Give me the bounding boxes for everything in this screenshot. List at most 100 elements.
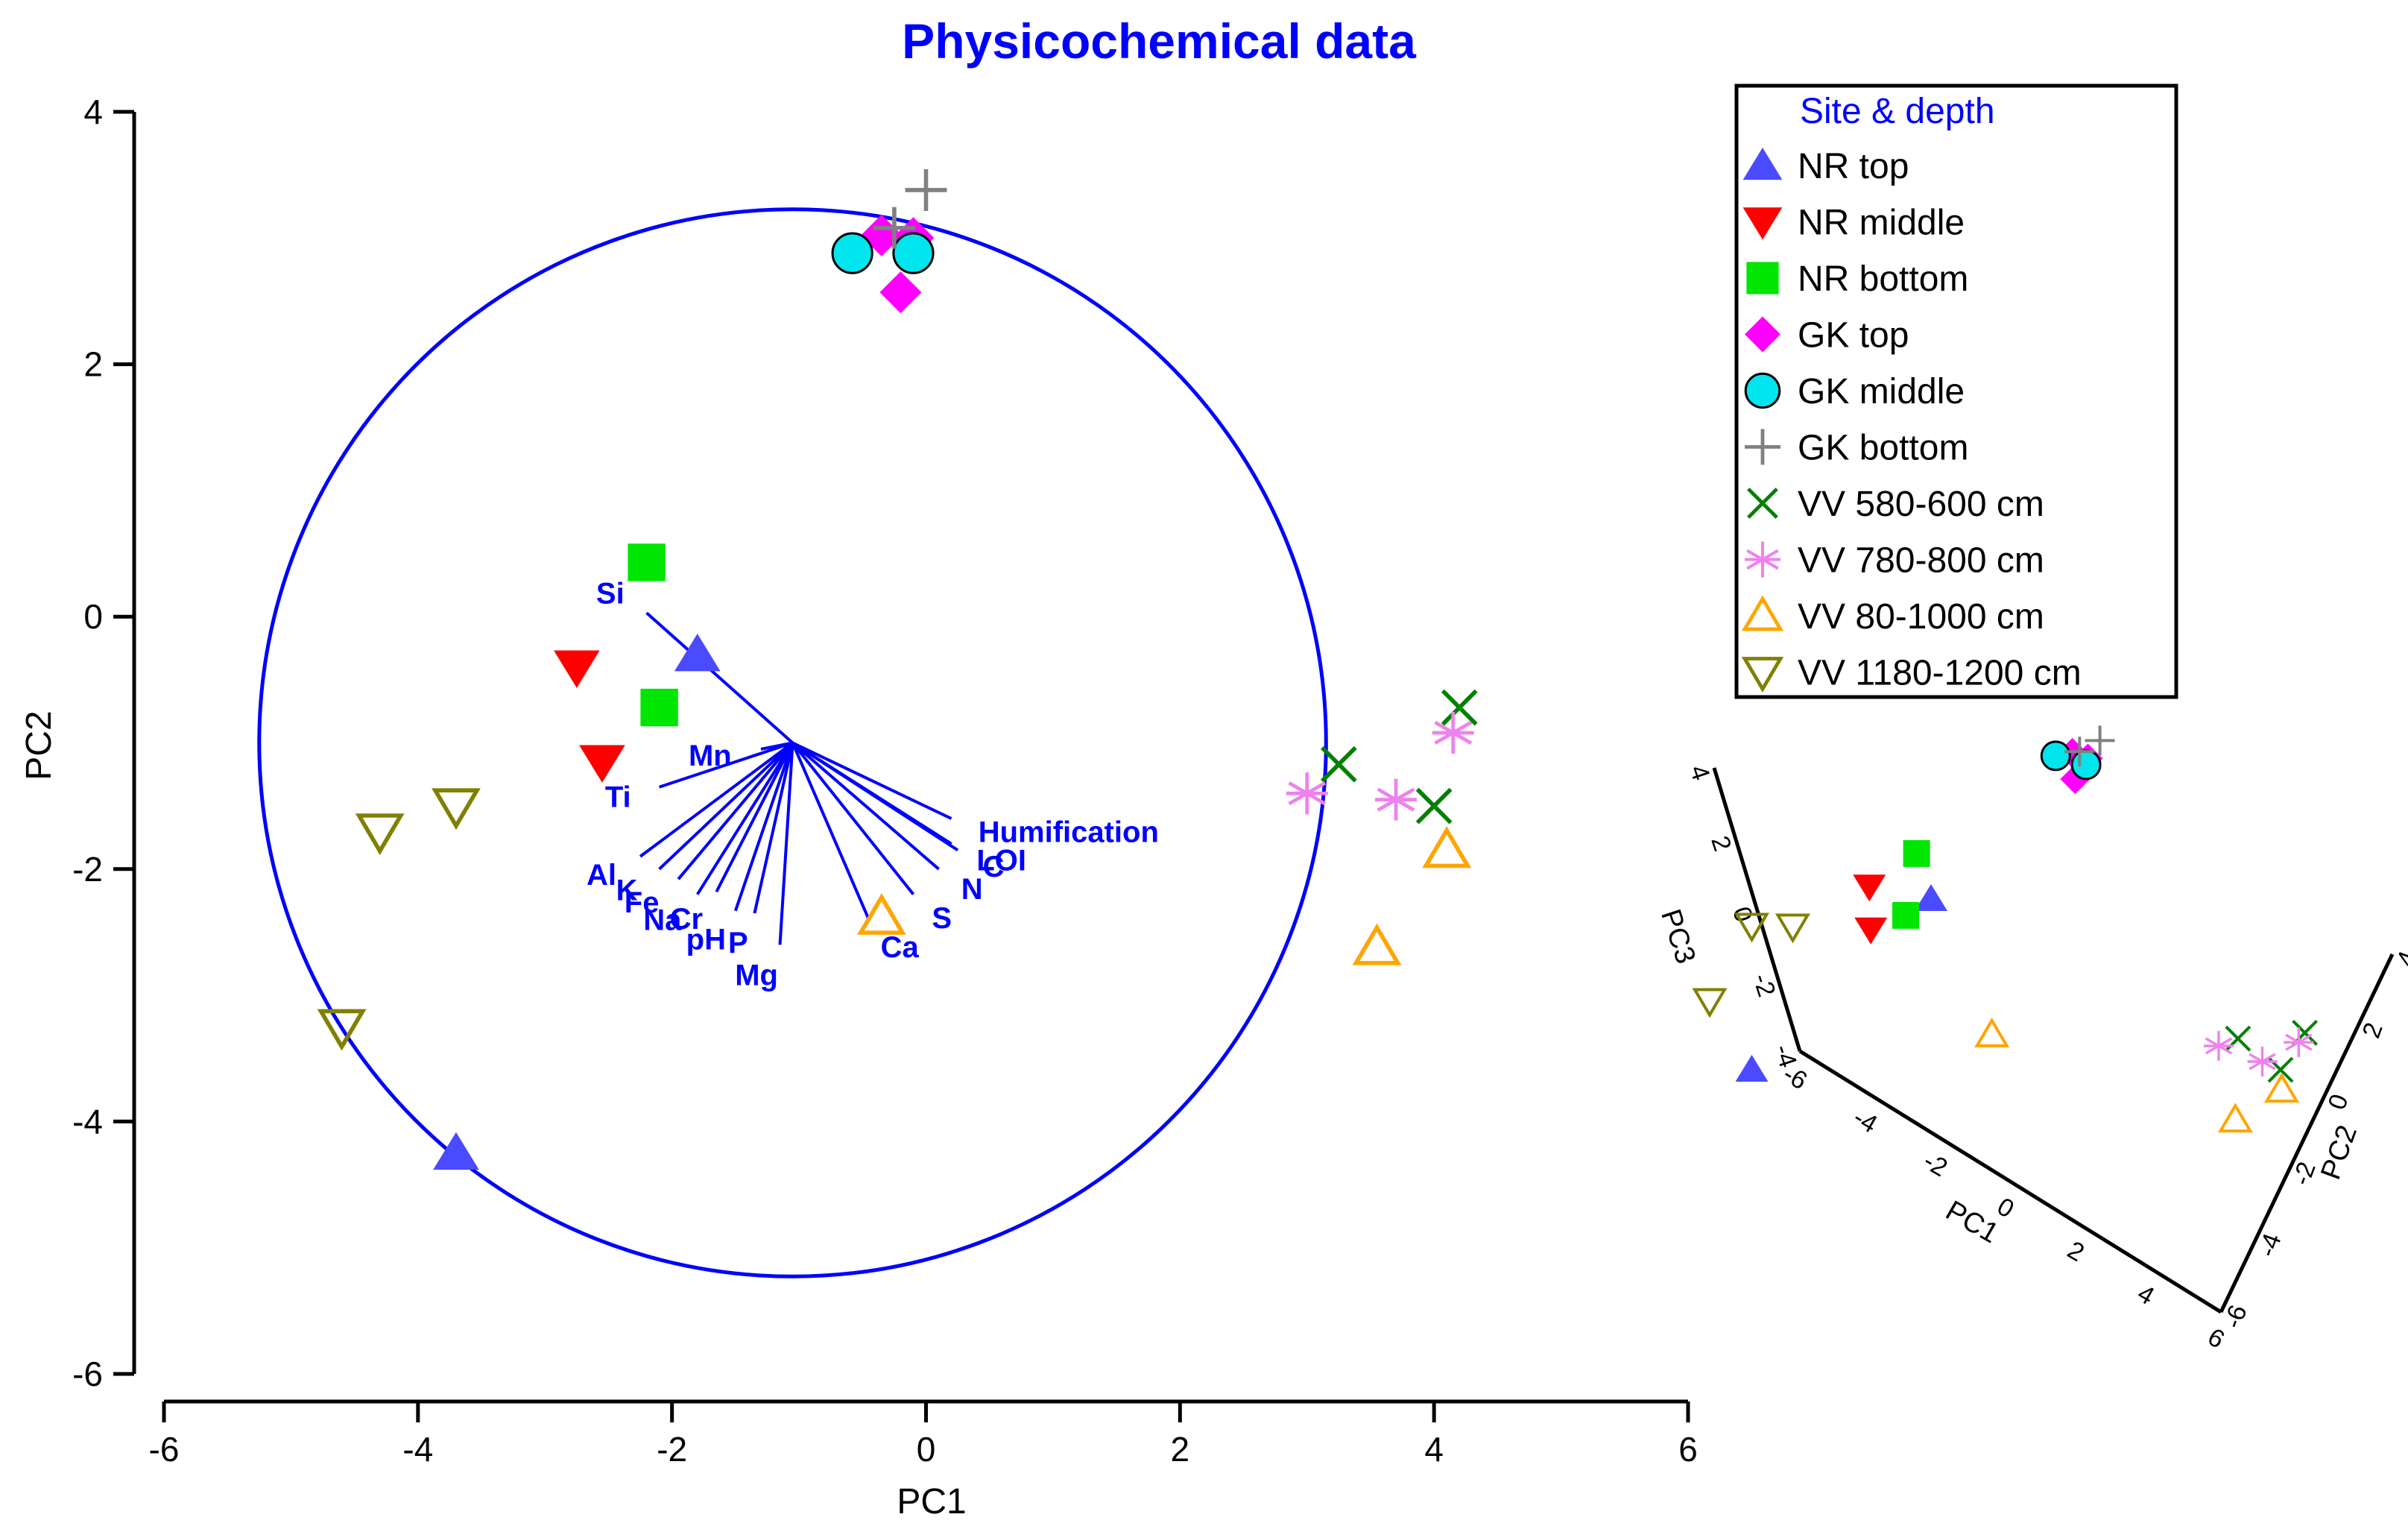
legend-label-vv-580-600-cm: VV 580-600 cm (1798, 485, 2044, 524)
chart-title: Physicochemical data (902, 13, 1417, 69)
inset-point-vv-780-800-cm (2204, 1031, 2234, 1061)
loading-label-mg: Mg (735, 959, 778, 991)
loading-label-ca: Ca (881, 931, 920, 964)
loading-vector-humification (791, 741, 952, 820)
inset-point-nr-bottom (1903, 839, 1930, 867)
loading-vector-na (696, 742, 794, 895)
legend-label-nr-top: NR top (1798, 147, 1909, 186)
inset-tick-label-pc2: 0 (2323, 1091, 2354, 1114)
inset-point-vv-1180-1200-cm (1775, 913, 1810, 944)
point-vv-80-1000-cm (1352, 923, 1402, 965)
loading-vector-p (753, 742, 794, 914)
legend-marker-vv-780-800-cm (1745, 541, 1780, 578)
legend-label-vv-780-800-cm: VV 780-800 cm (1798, 541, 2044, 581)
inset-tick-label-pc1: 6 (2203, 1322, 2229, 1354)
x-tick-label: 4 (1424, 1430, 1444, 1469)
y-axis-label: PC2 (19, 710, 59, 780)
point-vv-580-600-cm (1415, 787, 1453, 825)
inset-axis-pc1 (1798, 1049, 2222, 1314)
legend-label-gk-top: GK top (1798, 316, 1909, 356)
legend-box (1734, 83, 2178, 699)
inset-axis-label-pc2: PC2 (2315, 1121, 2363, 1184)
inset-point-gk-middle (2070, 749, 2102, 781)
loading-vector-mg (778, 742, 794, 945)
inset-tick-label-pc3: 2 (1705, 833, 1737, 855)
legend-marker-vv-1180-1200-cm (1741, 657, 1784, 693)
point-nr-middle (554, 650, 600, 688)
point-nr-bottom (640, 688, 678, 727)
inset-axis-pc3 (1712, 767, 1802, 1052)
points-layer (317, 168, 1478, 1170)
legend: Site & depth NR top NR middle NR bottom GK … (1734, 83, 2178, 699)
point-gk-top (879, 271, 922, 314)
inset-tick-label-pc1: -4 (1848, 1103, 1882, 1139)
legend-marker-nr-top (1742, 148, 1783, 180)
legend-marker-nr-bottom (1746, 262, 1779, 294)
inset-tick-label-pc2: 4 (2392, 948, 2408, 971)
legend-marker-vv-580-600-cm (1747, 488, 1778, 519)
y-tick-label: 4 (83, 92, 103, 131)
loading-label-si: Si (596, 578, 625, 611)
legend-title: Site & depth (1800, 92, 1995, 131)
loading-label-mn: Mn (689, 740, 732, 772)
legend-marker-nr-middle (1742, 207, 1783, 240)
loading-label-n: N (961, 873, 983, 906)
loading-label-loi: LOI (976, 844, 1026, 877)
point-vv-780-800-cm (1375, 778, 1418, 821)
legend-label-vv-80-1000-cm: VV 80-1000 cm (1798, 597, 2044, 637)
point-vv-780-800-cm (1432, 711, 1474, 754)
inset-point-vv-80-1000-cm (2217, 1103, 2253, 1133)
loading-vector-loi (791, 741, 952, 845)
inset-tick-label-pc3: 4 (1684, 762, 1715, 784)
inset-tick-label-pc1: -2 (1918, 1147, 1952, 1182)
loading-vector-ti (658, 741, 794, 789)
inset-point-vv-780-800-cm (2284, 1027, 2314, 1058)
point-vv-780-800-cm (1286, 772, 1328, 815)
legend-marker-gk-middle (1744, 372, 1781, 409)
loading-label-cr: Cr (670, 903, 703, 936)
loading-vector-si (645, 611, 794, 744)
x-tick-label: -2 (657, 1430, 687, 1469)
x-tick-label: 6 (1678, 1430, 1698, 1469)
inset-point-vv-80-1000-cm (2264, 1073, 2299, 1103)
inset-axis-pc2 (2219, 953, 2395, 1314)
y-tick-label: -2 (72, 850, 103, 889)
inset-point-nr-middle (1853, 874, 1886, 902)
y-tick-label: 0 (83, 597, 103, 636)
x-axis-label: PC1 (897, 1482, 966, 1522)
point-nr-top (433, 1132, 479, 1170)
x-tick-label: -6 (149, 1430, 180, 1469)
point-vv-1180-1200-cm (317, 1009, 367, 1051)
legend-marker-gk-bottom (1745, 429, 1780, 465)
inset-point-gk-bottom (2085, 725, 2115, 756)
inset-tick-label-pc1: 4 (2133, 1279, 2159, 1311)
inset-point-vv-1180-1200-cm (1692, 988, 1728, 1018)
point-gk-bottom (873, 206, 915, 249)
inset-point-vv-1180-1200-cm (1734, 912, 1769, 943)
loading-label-ti: Ti (605, 781, 631, 813)
loading-label-s: S (932, 902, 952, 935)
loading-vector-k (658, 742, 794, 871)
legend-marker-gk-top (1745, 316, 1780, 353)
inset-point-nr-middle (1854, 917, 1888, 945)
loading-label-k: K (616, 874, 638, 907)
loading-vector-al (639, 741, 794, 858)
loading-vector-ph (733, 742, 794, 912)
point-nr-top (674, 633, 721, 672)
inset-point-nr-bottom (1892, 901, 1920, 929)
inset-point-vv-780-800-cm (2247, 1047, 2278, 1076)
point-vv-80-1000-cm (856, 893, 906, 935)
point-nr-middle (579, 745, 625, 783)
loading-label-al: Al (587, 859, 616, 892)
inset-point-nr-top (1735, 1055, 1769, 1082)
point-vv-580-600-cm (1441, 689, 1478, 726)
loading-label-fe: Fe (625, 886, 660, 919)
y-tick-label: -4 (72, 1102, 103, 1141)
inset-tick-label-pc3: -2 (1747, 970, 1780, 1000)
inset-point-vv-80-1000-cm (1974, 1017, 2010, 1047)
point-vv-1180-1200-cm (355, 813, 405, 856)
inset-axis-label-pc1: PC1 (1940, 1195, 2003, 1249)
legend-label-vv-1180-1200-cm: VV 1180-1200 cm (1798, 654, 2082, 693)
